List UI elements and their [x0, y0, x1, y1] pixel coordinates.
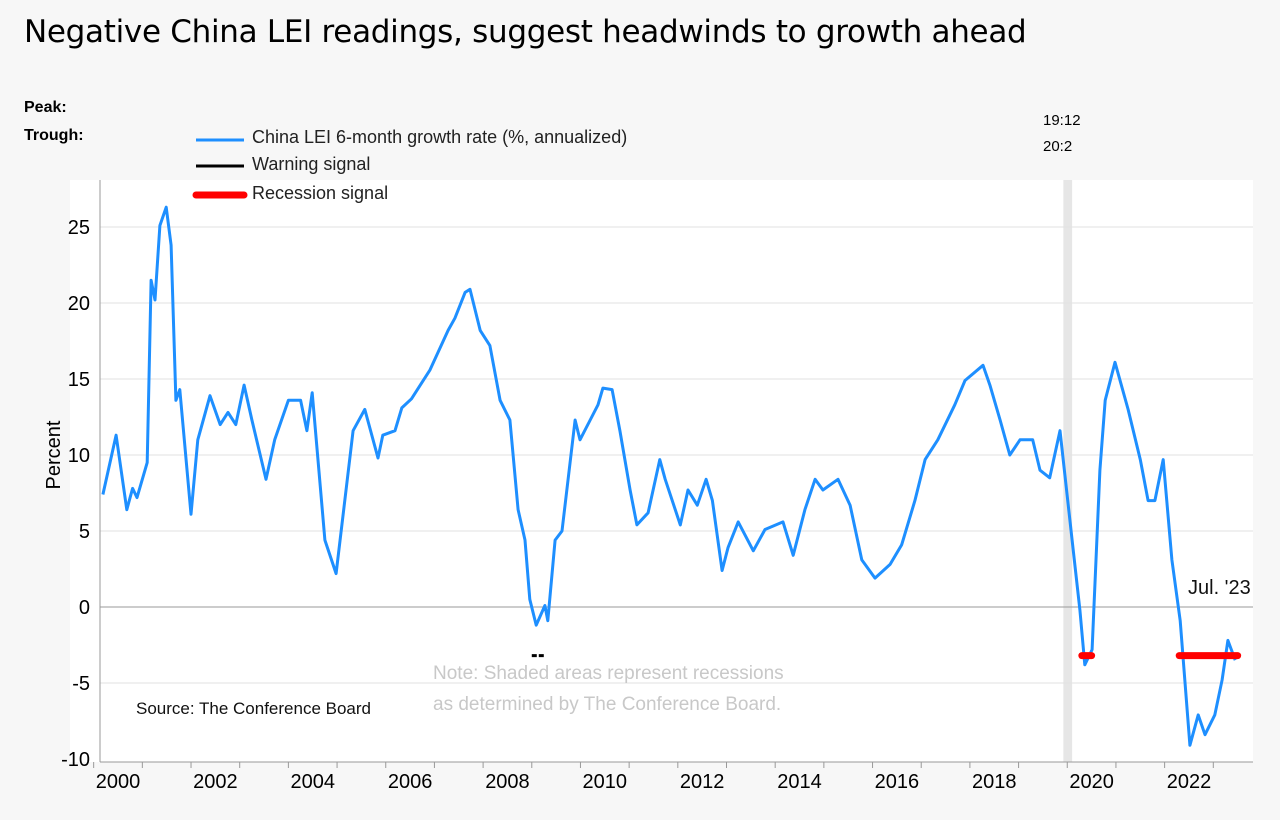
y-tick-label: 10	[68, 445, 90, 467]
trough-date: 20:2	[1043, 138, 1072, 155]
y-tick-label: 20	[68, 293, 90, 315]
y-tick-label: 0	[79, 597, 90, 619]
legend: China LEI 6-month growth rate (%, annual…	[192, 127, 627, 203]
y-tick-label: 25	[68, 217, 90, 239]
x-tick-label: 2006	[388, 771, 433, 793]
recession-shading	[1063, 180, 1073, 762]
legend-series: China LEI 6-month growth rate (%, annual…	[252, 127, 627, 147]
x-tick-label: 2010	[583, 771, 628, 793]
x-tick-label: 2004	[290, 771, 335, 793]
series-line	[101, 205, 1237, 747]
x-tick-label: 2012	[680, 771, 725, 793]
chart-title: Negative China LEI readings, suggest hea…	[24, 14, 1027, 50]
x-tick-label: 2002	[193, 771, 238, 793]
note-line-2: as determined by The Conference Board.	[433, 694, 781, 715]
peak-date: 19:12	[1043, 112, 1081, 129]
y-axis-label: Percent	[43, 420, 65, 489]
x-tick-label: 2016	[875, 771, 920, 793]
y-tick-label: 5	[79, 521, 90, 543]
x-tick-label: 2018	[972, 771, 1017, 793]
legend-warning: Warning signal	[252, 154, 370, 174]
y-tick-label: 15	[68, 369, 90, 391]
end-annotation: Jul. '23	[1188, 577, 1251, 599]
x-tick-label: 2008	[485, 771, 530, 793]
y-tick-label: -10	[61, 749, 90, 771]
trough-label: Trough:	[24, 127, 84, 144]
legend-recession: Recession signal	[252, 183, 388, 203]
y-tick-label: -5	[72, 673, 90, 695]
peak-label: Peak:	[24, 99, 67, 116]
x-tick-label: 2020	[1069, 771, 1114, 793]
x-tick-label: 2022	[1167, 771, 1212, 793]
note-line-1: Note: Shaded areas represent recessions	[433, 663, 784, 684]
x-tick-label: 2000	[96, 771, 141, 793]
source-note: Source: The Conference Board	[136, 699, 371, 718]
x-tick-label: 2014	[777, 771, 822, 793]
